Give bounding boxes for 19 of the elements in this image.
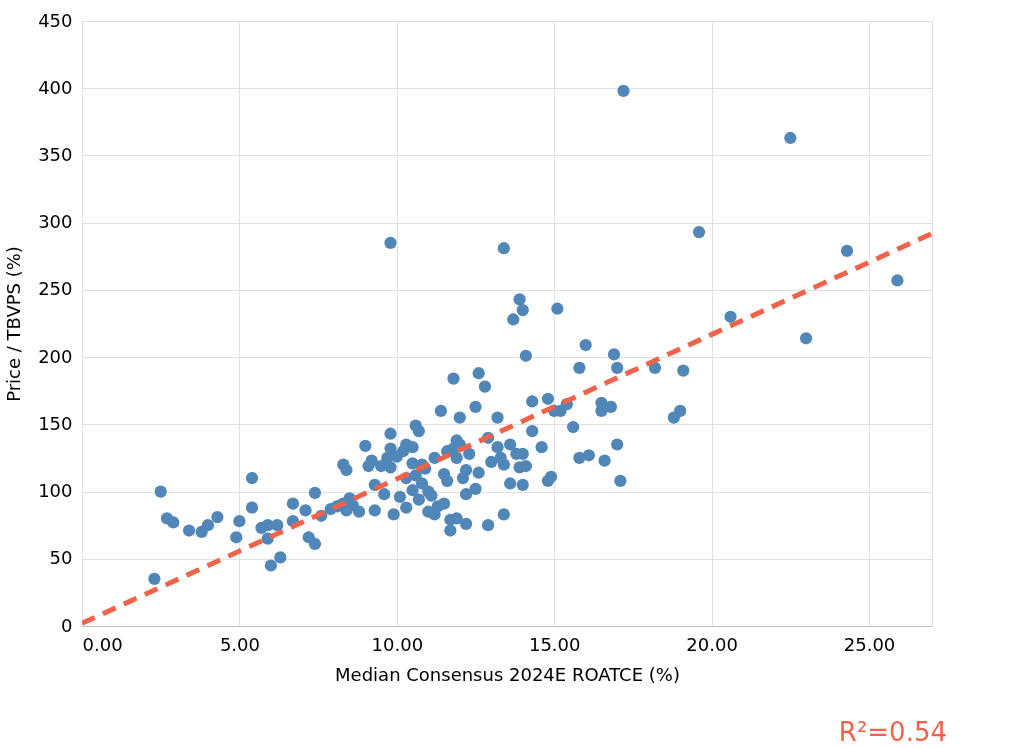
y-tick-label: 50 [49,547,73,569]
x-tick-label: 20.00 [686,633,738,655]
y-tick-label: 150 [38,412,73,434]
y-tick-label: 450 [38,9,73,31]
y-tick-label: 100 [38,480,73,502]
y-tick-label: 250 [38,278,73,300]
x-tick-label: 25.00 [843,633,896,655]
y-axis-title: Price / TBVPS (%) [3,246,25,402]
y-tick-label: 350 [38,143,73,165]
x-tick-label: 0.00 [82,633,123,655]
x-axis-title: Median Consensus 2024E ROATCE (%) [335,663,680,685]
x-tick-label: 10.00 [371,633,424,655]
y-tick-label: 200 [38,345,73,367]
y-tick-label: 0 [61,614,73,636]
y-tick-label: 400 [38,76,73,98]
text: R²=0.54 [838,717,947,747]
x-tick-label: 15.00 [528,633,581,655]
y-tick-label: 300 [38,211,73,233]
x-tick-label: 5.00 [219,633,260,655]
